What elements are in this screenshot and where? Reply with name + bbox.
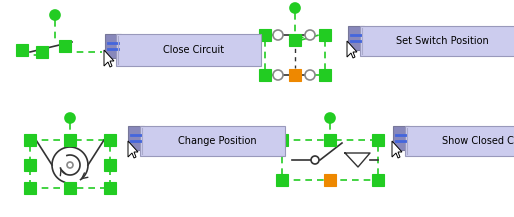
Text: Show Closed Circuit: Show Closed Circuit [442,136,514,146]
Bar [276,134,288,146]
Circle shape [273,30,283,40]
Bar [372,174,384,186]
Polygon shape [128,141,138,158]
Bar [128,126,144,150]
Bar [24,182,36,194]
Circle shape [290,3,300,13]
Bar [140,126,285,156]
Bar [16,44,28,56]
Bar [276,174,288,186]
Polygon shape [104,50,114,67]
Circle shape [325,113,335,123]
Polygon shape [347,41,357,58]
Bar [24,159,36,171]
Text: Set Switch Position: Set Switch Position [396,36,489,46]
Bar [104,182,116,194]
Bar [393,126,409,150]
Bar [360,26,514,56]
Circle shape [305,30,315,40]
Bar [59,40,71,52]
Bar [348,26,364,50]
Circle shape [273,70,283,80]
Bar [405,126,514,156]
Bar [116,34,261,66]
Bar [324,134,336,146]
Text: Change Position: Change Position [178,136,257,146]
Bar [259,69,271,81]
Bar [64,134,76,146]
Circle shape [67,162,73,168]
Circle shape [311,156,319,164]
Bar [319,29,331,41]
Bar [104,159,116,171]
Bar [324,174,336,186]
Bar [24,134,36,146]
Circle shape [305,70,315,80]
Text: Close Circuit: Close Circuit [163,45,224,55]
Bar [104,134,116,146]
Circle shape [50,10,60,20]
Circle shape [65,113,75,123]
Bar [289,69,301,81]
Bar [372,134,384,146]
Bar [64,182,76,194]
Bar [319,69,331,81]
Bar [289,34,301,46]
Bar [36,46,48,58]
Bar [105,34,121,58]
Bar [259,29,271,41]
Polygon shape [392,141,402,158]
